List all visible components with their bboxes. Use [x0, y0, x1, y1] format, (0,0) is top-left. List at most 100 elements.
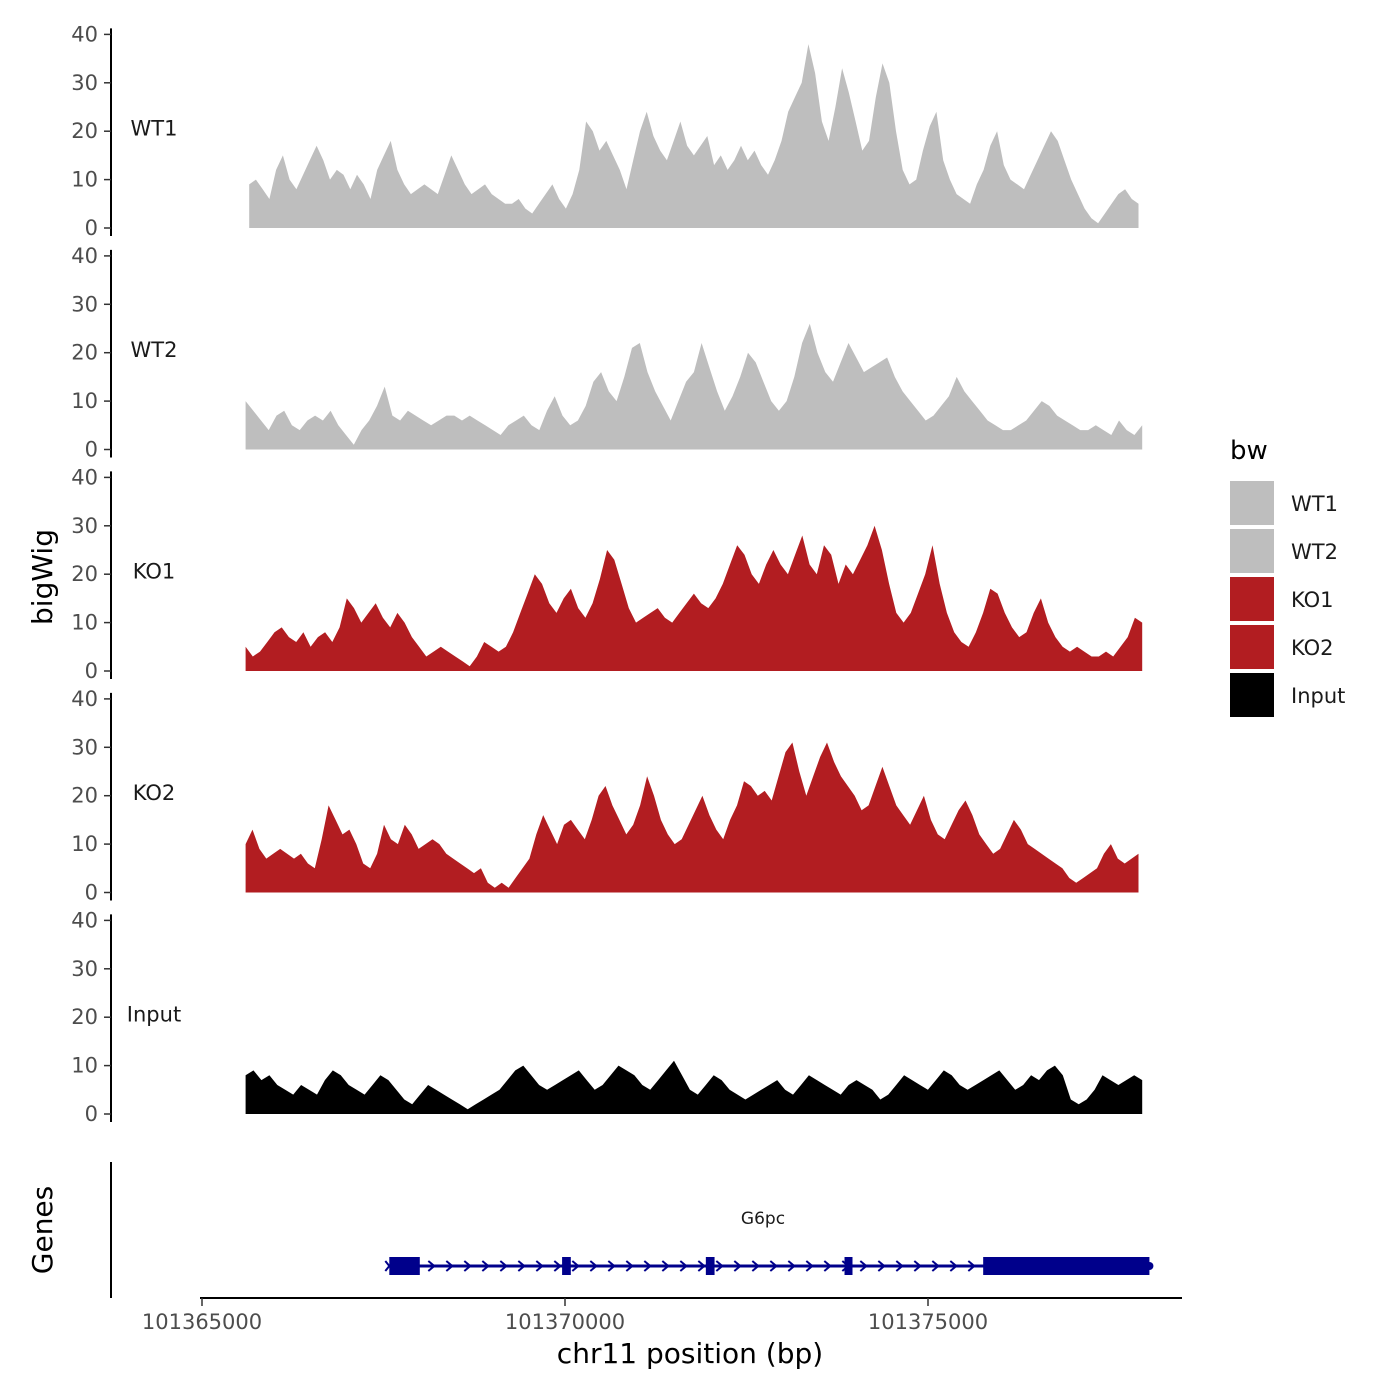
- genes-track: Genes G6pc: [26, 1162, 1154, 1298]
- gene-model: [384, 1257, 1154, 1275]
- strand-arrow: [427, 1260, 436, 1272]
- strand-arrow: [787, 1260, 796, 1272]
- y-tick-label: 0: [85, 659, 98, 683]
- y-tick-label: 30: [71, 957, 98, 981]
- track-label: WT1: [131, 116, 178, 140]
- y-tick-label: 10: [71, 611, 98, 635]
- track-input: 0 10 20 30 40 Input: [71, 908, 1143, 1126]
- y-tick-label: 40: [71, 465, 98, 489]
- gene-end-marker: [1145, 1262, 1154, 1270]
- strand-arrow: [751, 1260, 760, 1272]
- track-label: WT2: [131, 338, 178, 362]
- y-tick-label: 40: [71, 22, 98, 46]
- y-tick-label: 20: [71, 119, 98, 143]
- y-tick-label: 20: [71, 1005, 98, 1029]
- strand-arrow: [931, 1260, 940, 1272]
- exon: [389, 1257, 420, 1275]
- strand-arrow: [697, 1260, 706, 1272]
- legend-swatch-input: [1230, 673, 1274, 717]
- genes-track-title: Genes: [26, 1186, 59, 1274]
- y-tick-label: 30: [71, 735, 98, 759]
- y-axis-title: bigWig: [26, 529, 59, 625]
- x-tick-label: 101370000: [505, 1310, 625, 1334]
- y-tick-label: 10: [71, 1054, 98, 1078]
- signal-area-input: [245, 1060, 1143, 1114]
- legend-label-input: Input: [1291, 684, 1345, 708]
- signal-area-ko1: [245, 525, 1143, 671]
- strand-arrow: [895, 1260, 904, 1272]
- strand-arrow: [949, 1260, 958, 1272]
- exon: [983, 1257, 1150, 1275]
- strand-arrow: [877, 1260, 886, 1272]
- legend-label-ko2: KO2: [1291, 636, 1334, 660]
- strand-arrow: [679, 1260, 688, 1272]
- signal-area-ko2: [245, 742, 1139, 893]
- y-tick-label: 20: [71, 784, 98, 808]
- legend-label-wt2: WT2: [1291, 540, 1338, 564]
- strand-arrow: [481, 1260, 490, 1272]
- legend-swatch-wt1: [1230, 481, 1274, 525]
- y-tick-label: 0: [85, 216, 98, 240]
- strand-arrow: [517, 1260, 526, 1272]
- strand-arrow: [643, 1260, 652, 1272]
- y-tick-label: 30: [71, 514, 98, 538]
- track-label: Input: [127, 1002, 181, 1026]
- legend: bw WT1 WT2 KO1 KO2 Input: [1230, 436, 1345, 717]
- y-tick-label: 20: [71, 562, 98, 586]
- strand-arrow: [805, 1260, 814, 1272]
- y-tick-label: 10: [71, 389, 98, 413]
- gene-name-label: G6pc: [741, 1209, 785, 1229]
- x-axis: chr11 position (bp) 101365000 101370000 10…: [142, 1297, 1182, 1370]
- x-tick-label: 101375000: [868, 1310, 988, 1334]
- legend-swatch-wt2: [1230, 529, 1274, 573]
- strand-arrow: [733, 1260, 742, 1272]
- x-axis-title: chr11 position (bp): [557, 1337, 823, 1370]
- strand-arrow: [661, 1260, 670, 1272]
- track-wt1: 0 10 20 30 40 WT1: [71, 22, 1139, 240]
- strand-arrow: [769, 1260, 778, 1272]
- track-ko2: 0 10 20 30 40 KO2: [71, 687, 1139, 905]
- exon: [562, 1257, 571, 1275]
- track-ko1: 0 10 20 30 40 KO1: [71, 465, 1143, 683]
- legend-swatch-ko2: [1230, 625, 1274, 669]
- y-tick-label: 40: [71, 908, 98, 932]
- strand-arrow: [589, 1260, 598, 1272]
- y-tick-label: 0: [85, 881, 98, 905]
- y-tick-label: 30: [71, 292, 98, 316]
- y-tick-label: 10: [71, 832, 98, 856]
- y-tick-label: 0: [85, 1102, 98, 1126]
- y-tick-label: 0: [85, 438, 98, 462]
- y-tick-label: 10: [71, 168, 98, 192]
- strand-arrow: [859, 1260, 868, 1272]
- strand-arrow: [913, 1260, 922, 1272]
- signal-area-wt2: [245, 323, 1143, 450]
- track-label: KO2: [133, 781, 176, 805]
- x-tick-label: 101365000: [142, 1310, 262, 1334]
- strand-arrow: [715, 1260, 724, 1272]
- legend-swatch-ko1: [1230, 577, 1274, 621]
- exon: [844, 1257, 853, 1275]
- strand-arrow: [607, 1260, 616, 1272]
- legend-title: bw: [1230, 436, 1268, 466]
- y-tick-label: 40: [71, 244, 98, 268]
- legend-label-ko1: KO1: [1291, 588, 1334, 612]
- strand-arrow: [823, 1260, 832, 1272]
- signal-tracks: 0 10 20 30 40 WT1 0 10 20 30 40 WT2 0 10 20 30 40 KO1 0 10 2…: [71, 22, 1143, 1126]
- y-tick-label: 40: [71, 687, 98, 711]
- y-tick-label: 20: [71, 341, 98, 365]
- strand-arrow: [463, 1260, 472, 1272]
- strand-arrow: [499, 1260, 508, 1272]
- strand-arrow: [625, 1260, 634, 1272]
- track-wt2: 0 10 20 30 40 WT2: [71, 244, 1143, 462]
- legend-label-wt1: WT1: [1291, 492, 1338, 516]
- exon: [705, 1257, 715, 1275]
- strand-arrow: [445, 1260, 454, 1272]
- signal-area-wt1: [249, 44, 1139, 228]
- track-label: KO1: [133, 559, 176, 583]
- strand-arrow: [571, 1260, 580, 1272]
- y-tick-label: 30: [71, 71, 98, 95]
- strand-arrow: [535, 1260, 544, 1272]
- strand-arrow: [967, 1260, 976, 1272]
- strand-arrow: [553, 1260, 562, 1272]
